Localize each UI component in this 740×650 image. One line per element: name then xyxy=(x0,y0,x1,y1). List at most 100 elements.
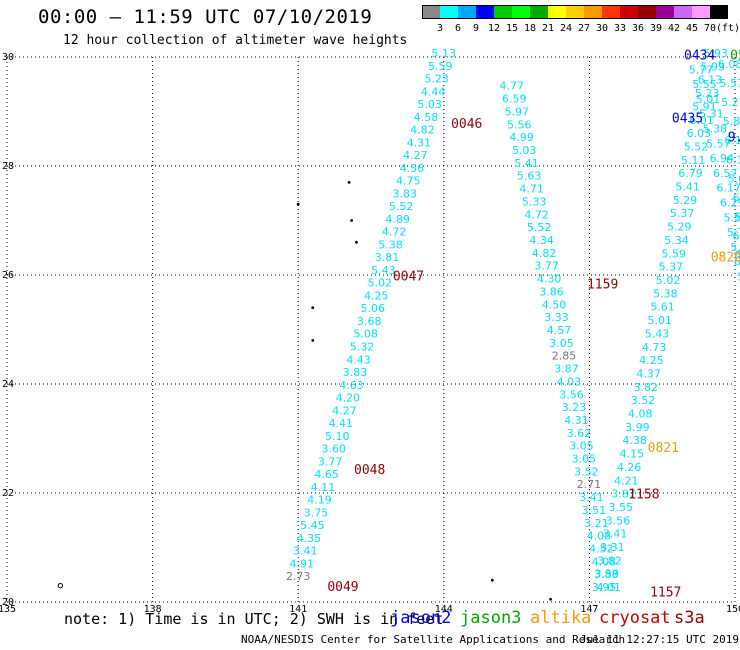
legend-label: 30 xyxy=(595,23,609,34)
pass-time-label: 0435 xyxy=(672,111,703,126)
swh-value: 6.13 xyxy=(698,74,723,87)
sat-cryosat: cryosat xyxy=(599,608,671,628)
swh-value: 6.52 xyxy=(732,230,740,243)
swh-value: 4.44 xyxy=(421,85,446,98)
swh-value: 6.17 xyxy=(717,182,740,195)
swh-value: 5.37 xyxy=(659,261,684,274)
legend-label: 24 xyxy=(559,23,573,34)
swh-value: 4.08 xyxy=(592,555,617,568)
swh-value: 4.20 xyxy=(336,392,361,405)
legend-swatch xyxy=(440,5,458,19)
legend-swatch xyxy=(494,5,512,19)
legend-label: 27 xyxy=(577,23,591,34)
swh-value: 3.05 xyxy=(569,440,594,453)
swh-value: 5.57 xyxy=(706,137,731,150)
swh-value: 3.81 xyxy=(375,251,400,264)
swh-value: 4.21 xyxy=(614,474,639,487)
swh-value: 2.73 xyxy=(286,570,311,583)
swh-value: 5.06 xyxy=(361,302,386,315)
swh-value: 5.59 xyxy=(661,247,686,260)
swh-value: 2.85 xyxy=(552,350,577,363)
legend-swatch xyxy=(476,5,494,19)
swh-value: 3.52 xyxy=(631,394,656,407)
swh-value: 4.72 xyxy=(382,226,407,239)
island-marker xyxy=(350,219,353,222)
swh-value: 3.41 xyxy=(293,545,318,558)
swh-value: 4.63 xyxy=(339,379,364,392)
legend-swatch xyxy=(638,5,656,19)
swh-value: 4.25 xyxy=(364,289,389,302)
pass-time-label: 1157 xyxy=(650,586,681,601)
swh-value: 5.55 xyxy=(723,211,740,224)
island-marker xyxy=(57,582,64,589)
legend-swatch xyxy=(422,5,440,19)
sat-jason2: jason2 xyxy=(390,608,452,628)
sat-jason3: jason3 xyxy=(460,608,522,628)
swh-value: 4.65 xyxy=(314,468,339,481)
legend-label: 9 xyxy=(472,23,480,34)
swh-value: 5.41 xyxy=(514,157,539,170)
swh-value: 4.50 xyxy=(542,298,567,311)
pass-time-label: 0048 xyxy=(354,463,385,478)
swh-value: 4.38 xyxy=(622,434,647,447)
swh-value: 6.29 xyxy=(720,196,740,209)
swh-value: 3.59 xyxy=(595,568,620,581)
island-marker xyxy=(311,306,315,310)
swh-value: 5.93 xyxy=(701,60,726,73)
swh-value: 5.33 xyxy=(522,195,547,208)
swh-value: 4.27 xyxy=(332,404,357,417)
swh-value: 4.75 xyxy=(396,175,421,188)
pass-time-label: 0545 xyxy=(730,49,740,64)
swh-value: 4.56 xyxy=(400,162,425,175)
legend-swatch xyxy=(548,5,566,19)
swh-value: 3.33 xyxy=(544,311,569,324)
swh-value: 5.32 xyxy=(350,341,375,354)
swh-value: 4.52 xyxy=(589,543,614,556)
swh-value: 4.35 xyxy=(297,532,322,545)
swh-value: 3.21 xyxy=(584,517,609,530)
lat-tick-label: 24 xyxy=(2,379,14,390)
swh-value: 5.52 xyxy=(684,140,709,153)
swh-value: 4.08 xyxy=(587,530,612,543)
swh-value: 3.95 xyxy=(592,581,617,594)
swh-value: 3.56 xyxy=(559,388,584,401)
swh-value: 5.43 xyxy=(645,327,670,340)
swh-value: 4.89 xyxy=(385,213,410,226)
swh-value: 5.57 xyxy=(720,77,740,90)
lon-tick-label: 141 xyxy=(289,604,307,615)
swh-value: 5.99 xyxy=(737,270,740,283)
swh-value: 4.26 xyxy=(617,461,642,474)
swh-value: 3.52 xyxy=(574,465,599,478)
swh-value: 3.05 xyxy=(572,453,597,466)
swh-value: 4.08 xyxy=(628,408,653,421)
swh-value: 5.11 xyxy=(681,154,706,167)
swh-value: 4.73 xyxy=(642,341,667,354)
swh-value: 5.52 xyxy=(527,221,552,234)
legend-label: 3 xyxy=(436,23,444,34)
swh-value: 6.08 xyxy=(718,58,740,71)
swh-value: 4.72 xyxy=(524,208,549,221)
legend-label: 6 xyxy=(454,23,462,34)
legend-swatch xyxy=(710,5,728,19)
swh-value: 4.11 xyxy=(311,481,336,494)
swh-value: 6.60 xyxy=(734,249,740,262)
swh-value: 5.23 xyxy=(424,73,449,86)
lat-tick-label: 30 xyxy=(2,52,14,63)
swh-value: 5.08 xyxy=(353,328,378,341)
legend-swatch xyxy=(584,5,602,19)
lat-tick-label: 22 xyxy=(2,488,14,499)
swh-value: 5.52 xyxy=(389,200,414,213)
island-marker xyxy=(311,339,315,342)
swh-value: 5.37 xyxy=(670,207,695,220)
swh-value: 3.99 xyxy=(625,421,650,434)
swh-value: 3.51 xyxy=(582,504,607,517)
legend-label: 15 xyxy=(505,23,519,34)
swh-value: 3.88 xyxy=(594,568,619,581)
pass-time-label: 0821 xyxy=(648,441,679,456)
swh-value: 5.56 xyxy=(507,118,532,131)
swh-value: 4.58 xyxy=(414,111,439,124)
page-title: 00:00 – 11:59 UTC 07/10/2019 xyxy=(38,6,373,28)
legend-swatch xyxy=(674,5,692,19)
swh-value: 5.2 xyxy=(734,211,740,224)
swh-value: 5.45 xyxy=(300,519,325,532)
